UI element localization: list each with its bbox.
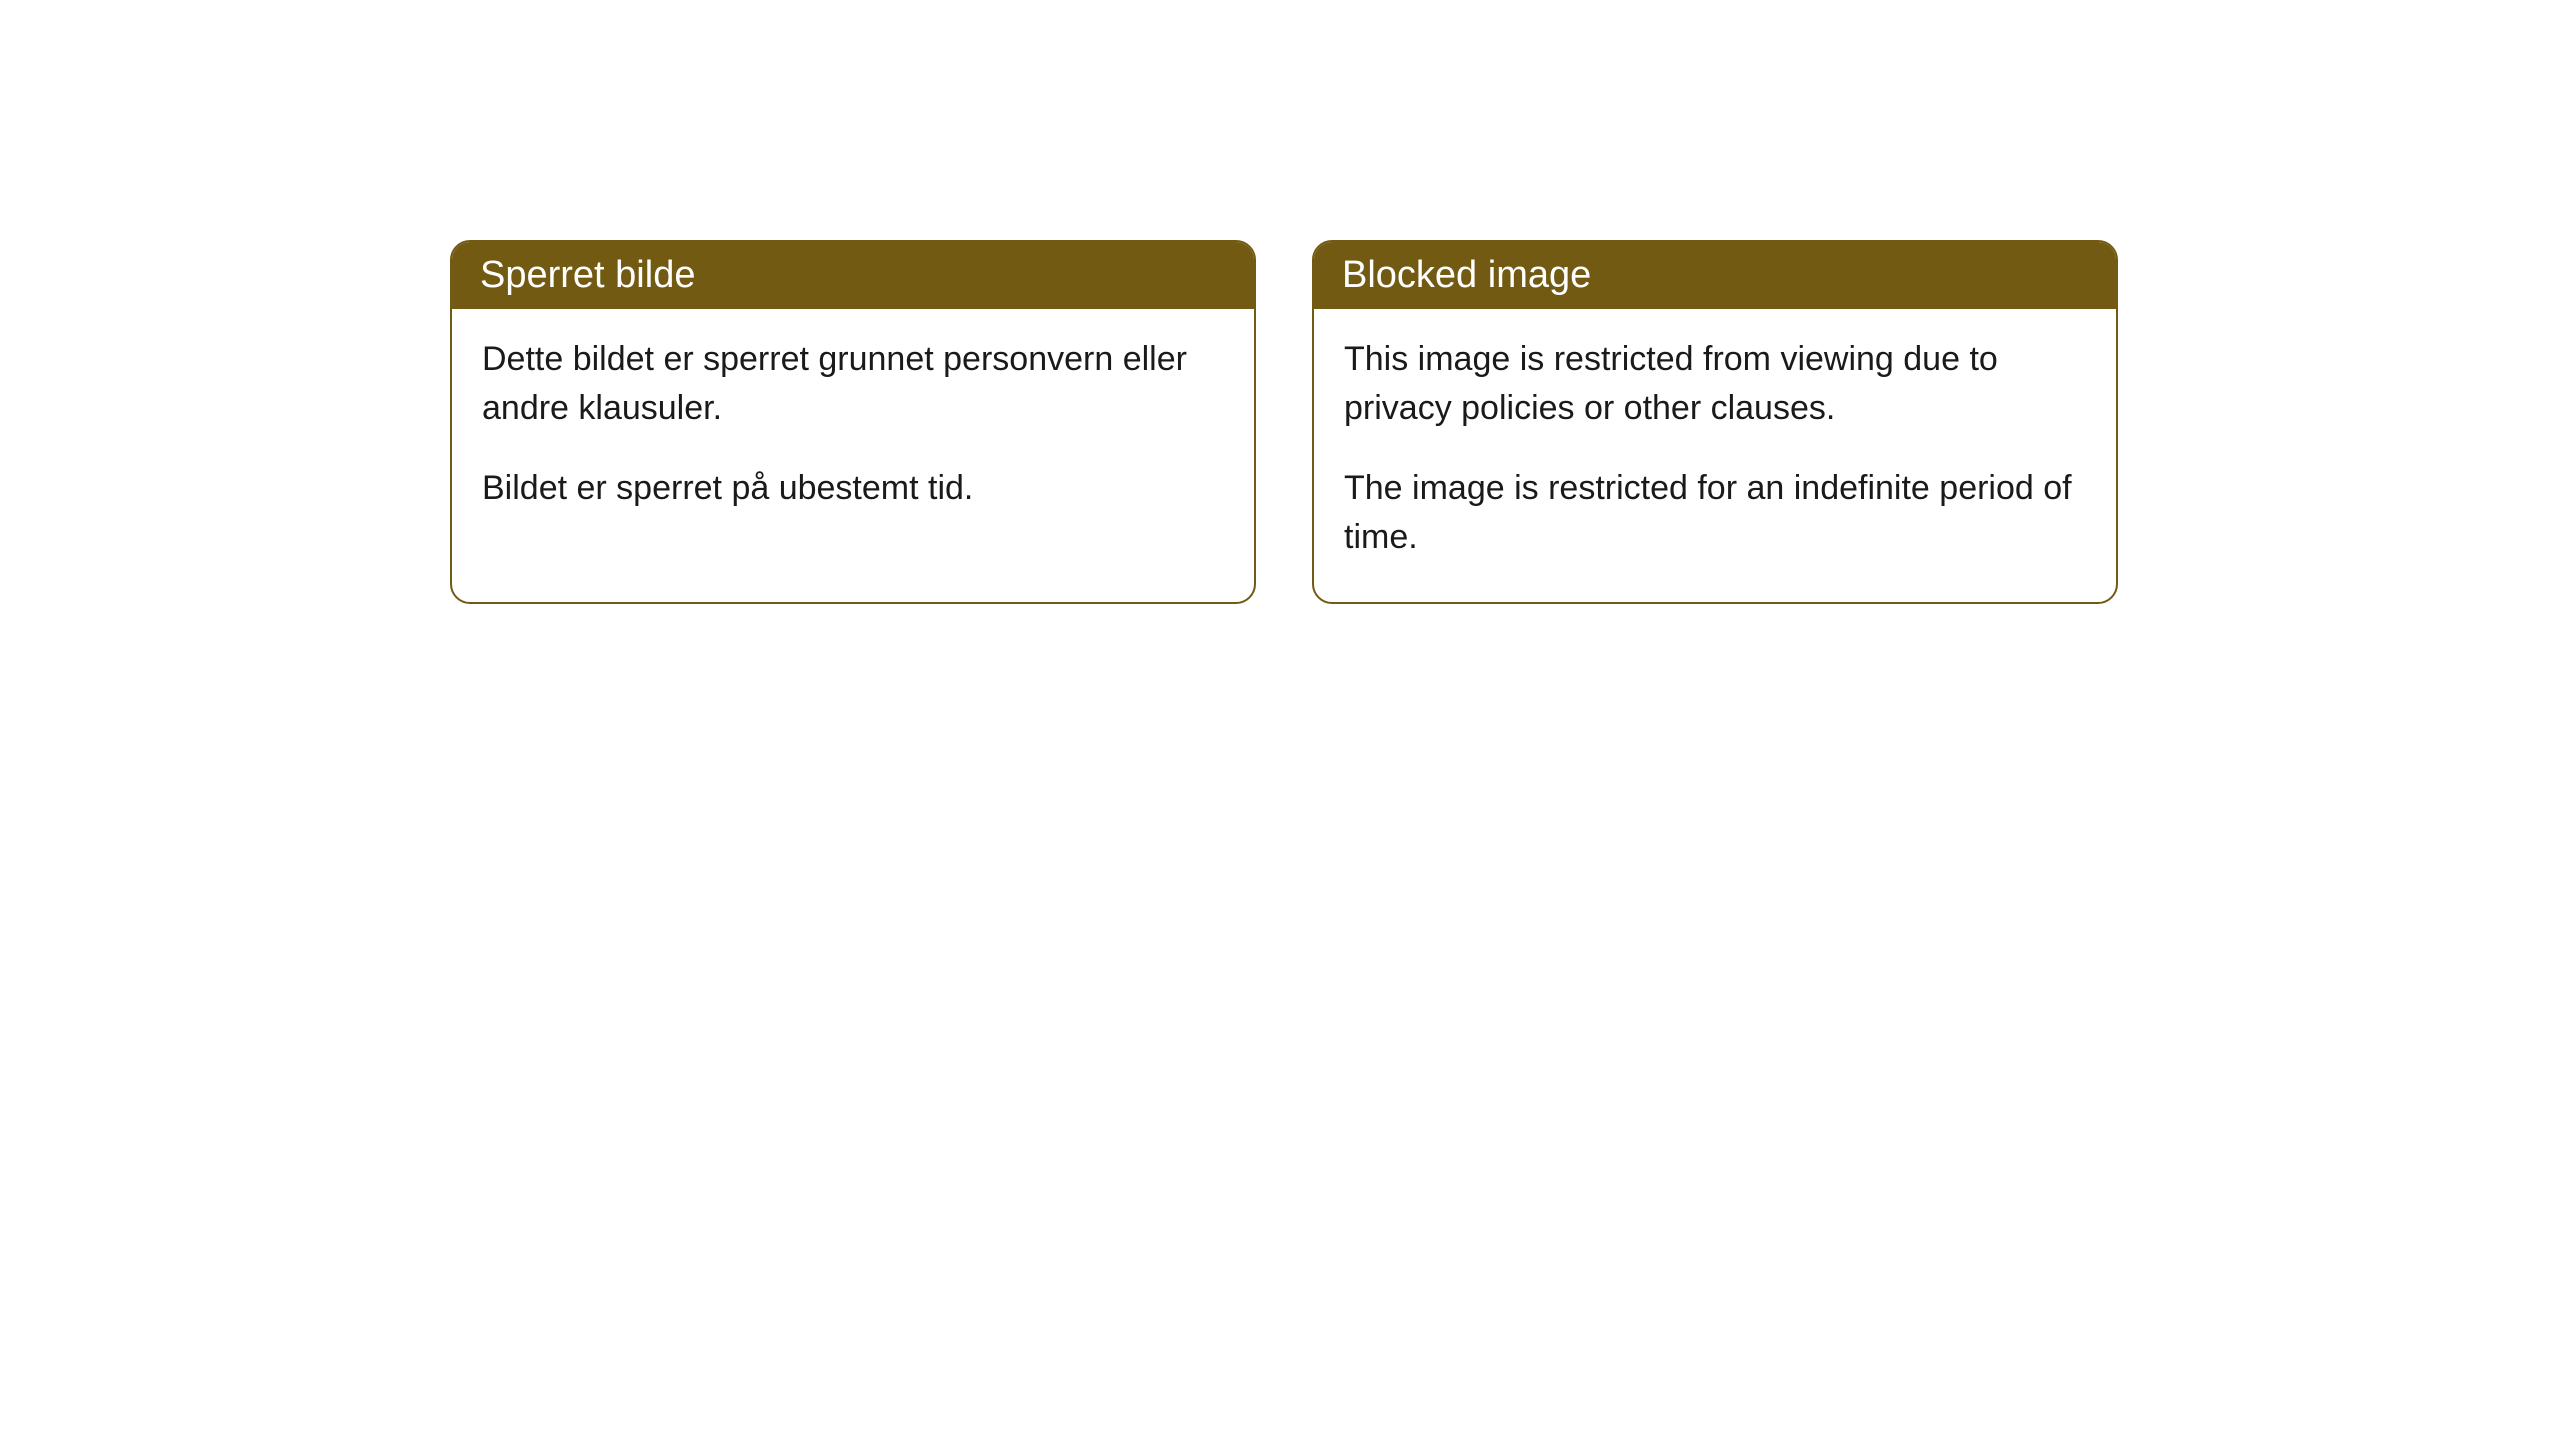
card-header: Sperret bilde — [452, 242, 1254, 309]
blocked-image-card-norwegian: Sperret bilde Dette bildet er sperret gr… — [450, 240, 1256, 604]
notice-cards-container: Sperret bilde Dette bildet er sperret gr… — [0, 0, 2560, 604]
card-paragraph: The image is restricted for an indefinit… — [1344, 464, 2086, 563]
card-header: Blocked image — [1314, 242, 2116, 309]
card-body: This image is restricted from viewing du… — [1314, 309, 2116, 602]
card-title: Blocked image — [1342, 254, 1591, 296]
blocked-image-card-english: Blocked image This image is restricted f… — [1312, 240, 2118, 604]
card-paragraph: This image is restricted from viewing du… — [1344, 335, 2086, 434]
card-body: Dette bildet er sperret grunnet personve… — [452, 309, 1254, 553]
card-paragraph: Bildet er sperret på ubestemt tid. — [482, 464, 1224, 513]
card-title: Sperret bilde — [480, 254, 695, 296]
card-paragraph: Dette bildet er sperret grunnet personve… — [482, 335, 1224, 434]
